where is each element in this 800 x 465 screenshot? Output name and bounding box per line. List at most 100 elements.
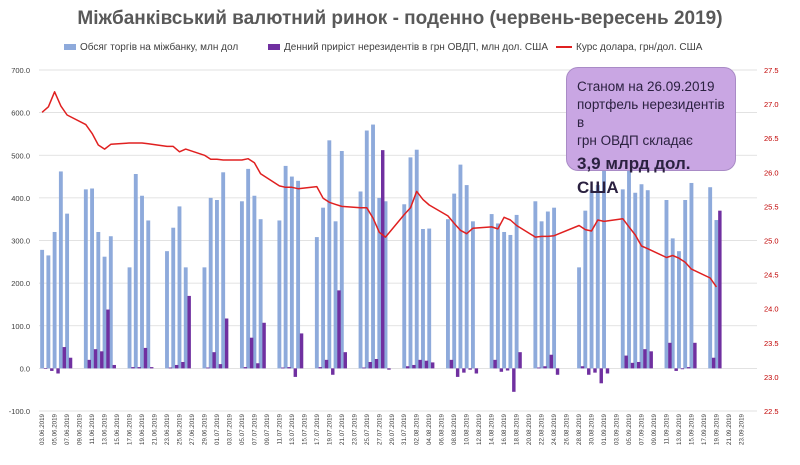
x-tick-label: 29.07.2019	[389, 413, 396, 445]
bar-nonresident	[243, 367, 248, 369]
bar-nonresident	[337, 290, 341, 369]
y-right-tick-label: 24.5	[764, 271, 779, 280]
bar-nonresident	[630, 362, 635, 369]
bar-volume	[414, 149, 419, 369]
legend-label-nonresident: Денний приріст нерезидентів в грн ОВДП, …	[284, 42, 548, 53]
x-tick-label: 13.07.2019	[289, 413, 296, 445]
x-tick-label: 03.09.2019	[614, 413, 621, 445]
bar-nonresident	[174, 364, 179, 369]
bar-nonresident	[624, 355, 628, 369]
x-tick-label: 17.07.2019	[314, 413, 321, 445]
bar-volume	[40, 249, 45, 369]
bar-nonresident	[68, 357, 73, 369]
x-tick-label: 25.07.2019	[364, 413, 371, 445]
x-tick-label: 01.09.2019	[601, 413, 608, 445]
bar-nonresident	[474, 368, 479, 374]
bar-nonresident	[212, 352, 216, 369]
x-tick-label: 07.07.2019	[251, 413, 258, 445]
bar-nonresident	[381, 150, 385, 369]
bar-nonresident	[149, 367, 154, 369]
x-tick-label: 22.08.2019	[539, 413, 546, 445]
bar-volume	[202, 267, 207, 369]
bar-volume	[108, 236, 113, 369]
bar-nonresident	[43, 368, 48, 369]
bar-volume	[371, 124, 375, 369]
x-tick-label: 27.06.2019	[189, 413, 196, 445]
bar-volume	[102, 256, 107, 369]
bar-nonresident	[418, 359, 422, 369]
bar-volume	[321, 207, 326, 369]
x-tick-label: 21.09.2019	[726, 413, 733, 445]
bar-nonresident	[299, 333, 304, 369]
bar-volume	[421, 228, 425, 369]
bar-volume	[670, 238, 675, 369]
y-right-tick-label: 27.5	[764, 66, 779, 75]
bar-nonresident	[643, 349, 647, 369]
bar-nonresident	[50, 368, 54, 371]
x-tick-label: 14.08.2019	[489, 413, 496, 445]
bar-nonresident	[206, 367, 210, 369]
bar-volume	[633, 192, 638, 369]
y-left-tick-label: 100.0	[11, 322, 30, 331]
bar-volume	[83, 189, 88, 369]
bar-volume	[489, 214, 494, 369]
bar-volume	[552, 207, 557, 369]
bar-nonresident	[287, 367, 291, 369]
bar-volume	[65, 213, 70, 369]
x-tick-label: 15.07.2019	[301, 413, 308, 445]
bar-volume	[215, 200, 219, 369]
x-tick-label: 18.08.2019	[514, 413, 521, 445]
bar-volume	[358, 191, 363, 369]
bar-nonresident	[543, 366, 547, 369]
bar-volume	[133, 174, 138, 369]
x-tick-label: 19.09.2019	[713, 413, 720, 445]
bar-nonresident	[218, 364, 223, 369]
bar-volume	[589, 190, 594, 369]
bar-nonresident	[555, 368, 560, 375]
bar-volume	[239, 201, 244, 369]
bar-nonresident	[693, 342, 697, 369]
bar-volume	[602, 131, 606, 369]
y-right-tick-label: 26.5	[764, 134, 779, 143]
callout-line-3: грн ОВДП складає	[577, 133, 693, 148]
bar-nonresident	[93, 349, 98, 369]
bar-nonresident	[549, 354, 554, 369]
bar-volume	[514, 214, 519, 369]
y-left-tick-label: 300.0	[11, 237, 30, 246]
bar-volume	[246, 168, 251, 369]
bar-volume	[627, 142, 631, 369]
y-right-tick-label: 26.0	[764, 168, 779, 177]
bar-nonresident	[674, 368, 678, 371]
bar-nonresident	[518, 352, 522, 369]
bar-nonresident	[580, 366, 585, 369]
bar-nonresident	[412, 364, 416, 369]
bar-nonresident	[262, 322, 266, 369]
legend-item-volume: Обсяг торгів на міжбанку, млн дол	[64, 42, 238, 53]
bar-volume	[446, 219, 450, 369]
x-tick-label: 16.08.2019	[501, 413, 508, 445]
bar-nonresident	[168, 367, 173, 369]
chart-title: Міжбанківський валютний ринок - поденно …	[77, 8, 723, 29]
y-left-tick-label: -100.0	[9, 407, 30, 416]
x-tick-label: 01.07.2019	[214, 413, 221, 445]
bar-volume	[289, 176, 294, 369]
bar-volume	[683, 200, 688, 369]
bar-volume	[333, 221, 338, 369]
x-tick-label: 05.07.2019	[239, 413, 246, 445]
bar-volume	[408, 157, 413, 369]
x-tick-label: 09.09.2019	[651, 413, 658, 445]
bar-nonresident	[718, 210, 722, 369]
bar-nonresident	[505, 368, 510, 371]
bar-volume	[664, 200, 669, 369]
bar-volume	[140, 195, 144, 369]
x-tick-label: 04.08.2019	[426, 413, 433, 445]
x-tick-label: 13.06.2019	[102, 413, 109, 445]
x-tick-label: 17.09.2019	[701, 413, 708, 445]
x-tick-label: 02.08.2019	[414, 413, 421, 445]
y-left-tick-label: 700.0	[11, 66, 30, 75]
x-tick-label: 11.07.2019	[276, 413, 283, 444]
bar-volume	[714, 220, 719, 369]
bar-volume	[464, 185, 469, 369]
bar-volume	[645, 190, 650, 369]
